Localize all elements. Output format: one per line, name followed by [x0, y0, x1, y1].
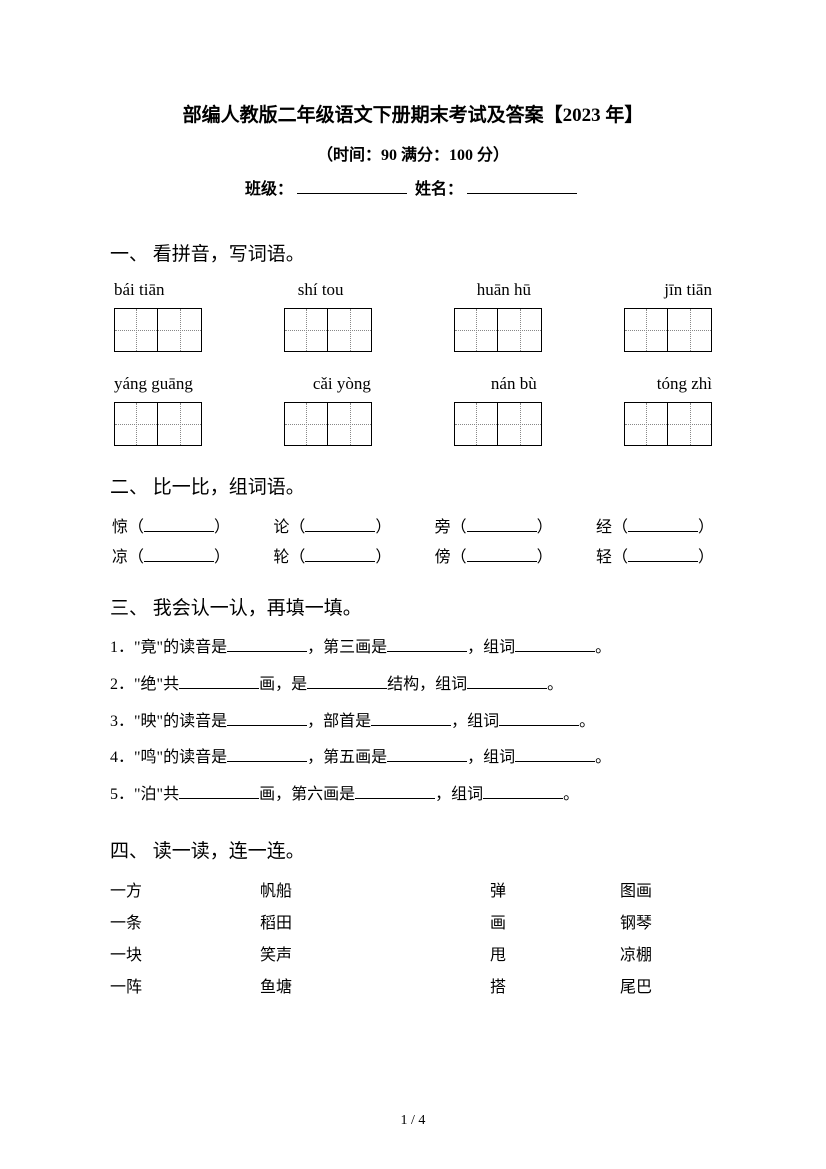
- pinyin: tóng zhì: [657, 374, 712, 394]
- pinyin: bái tiān: [114, 280, 165, 300]
- tian-box: [624, 402, 712, 446]
- match-cell: 搭: [490, 973, 620, 997]
- section2-heading: 二、 比一比，组词语。: [110, 472, 716, 499]
- section4-body: 一方帆船弹图画一条稻田画钢琴一块笑声甩凉棚一阵鱼塘搭尾巴: [110, 877, 716, 997]
- name-line: 班级： 姓名：: [110, 175, 716, 199]
- match-cell: 一块: [110, 941, 260, 965]
- char: 惊: [112, 513, 128, 537]
- fill-line: 1．"竟"的读音是，第三画是，组词。: [110, 634, 716, 663]
- box-row-1: [110, 308, 716, 352]
- tian-box: [284, 308, 372, 352]
- pinyin: yáng guāng: [114, 374, 193, 394]
- page-title: 部编人教版二年级语文下册期末考试及答案【2023 年】: [110, 100, 716, 127]
- match-cell: 图画: [620, 877, 652, 901]
- char: 论: [273, 513, 289, 537]
- pair-row-2: 凉（） 轮（） 傍（） 轻（）: [110, 543, 716, 567]
- fill-line: 2．"绝"共画，是结构，组词。: [110, 671, 716, 700]
- tian-box: [454, 308, 542, 352]
- name-blank: [467, 180, 577, 194]
- section1-heading: 一、 看拼音，写词语。: [110, 239, 716, 266]
- tian-box: [114, 402, 202, 446]
- match-cell: 笑声: [260, 941, 490, 965]
- tian-box: [284, 402, 372, 446]
- match-cell: 帆船: [260, 877, 490, 901]
- section3-body: 1．"竟"的读音是，第三画是，组词。 2．"绝"共画，是结构，组词。 3．"映"的读…: [110, 634, 716, 810]
- page-footer: 1 / 4: [0, 1113, 826, 1129]
- match-row: 一阵鱼塘搭尾巴: [110, 973, 716, 997]
- section4-heading: 四、 读一读，连一连。: [110, 836, 716, 863]
- fill-line: 5．"泊"共画，第六画是，组词。: [110, 781, 716, 810]
- char: 旁: [435, 513, 451, 537]
- pinyin: cǎi yòng: [313, 374, 371, 394]
- pinyin-row-2: yáng guāng cǎi yòng nán bù tóng zhì: [110, 374, 716, 394]
- match-cell: 画: [490, 909, 620, 933]
- char: 傍: [435, 543, 451, 567]
- match-cell: 弹: [490, 877, 620, 901]
- pair-row-1: 惊（） 论（） 旁（） 经（）: [110, 513, 716, 537]
- class-label: 班级：: [245, 181, 293, 198]
- match-row: 一条稻田画钢琴: [110, 909, 716, 933]
- match-cell: 稻田: [260, 909, 490, 933]
- match-cell: 一条: [110, 909, 260, 933]
- match-cell: 钢琴: [620, 909, 652, 933]
- tian-box: [624, 308, 712, 352]
- match-row: 一方帆船弹图画: [110, 877, 716, 901]
- char: 轮: [273, 543, 289, 567]
- box-row-2: [110, 402, 716, 446]
- pinyin: jīn tiān: [664, 280, 712, 300]
- char: 凉: [112, 543, 128, 567]
- section3-heading: 三、 我会认一认，再填一填。: [110, 593, 716, 620]
- match-cell: 鱼塘: [260, 973, 490, 997]
- pinyin: nán bù: [491, 374, 537, 394]
- match-cell: 尾巴: [620, 973, 652, 997]
- pinyin: shí tou: [298, 280, 344, 300]
- pinyin-row-1: bái tiān shí tou huān hū jīn tiān: [110, 280, 716, 300]
- match-cell: 甩: [490, 941, 620, 965]
- pinyin: huān hū: [477, 280, 531, 300]
- char: 轻: [596, 543, 612, 567]
- match-cell: 一阵: [110, 973, 260, 997]
- match-row: 一块笑声甩凉棚: [110, 941, 716, 965]
- page-subtitle: （时间：90 满分：100 分）: [110, 141, 716, 165]
- name-label: 姓名：: [415, 181, 463, 198]
- fill-line: 3．"映"的读音是，部首是，组词。: [110, 708, 716, 737]
- char: 经: [596, 513, 612, 537]
- tian-box: [114, 308, 202, 352]
- class-blank: [297, 180, 407, 194]
- match-cell: 一方: [110, 877, 260, 901]
- match-cell: 凉棚: [620, 941, 652, 965]
- fill-line: 4．"鸣"的读音是，第五画是，组词。: [110, 744, 716, 773]
- tian-box: [454, 402, 542, 446]
